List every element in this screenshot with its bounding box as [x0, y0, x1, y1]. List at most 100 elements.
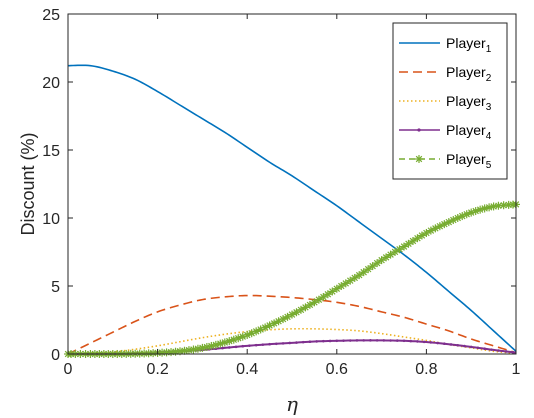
- legend-item-5: Player5: [399, 151, 492, 171]
- legend-star-marker: [415, 155, 423, 163]
- series-4-marker: [254, 343, 258, 347]
- series-5-star-marker: [305, 300, 314, 309]
- legend-label-3: Player3: [446, 93, 492, 113]
- series-4-marker: [429, 341, 433, 344]
- series-5-star-marker: [337, 282, 346, 291]
- series-4-marker: [456, 343, 460, 347]
- series-5-star-marker: [413, 234, 422, 243]
- y-tick-label: 5: [51, 279, 60, 296]
- legend-item-4: Player4: [399, 122, 492, 142]
- series-5-star-marker: [373, 259, 382, 268]
- legend-item-2: Player2: [399, 64, 492, 84]
- legend-label-4: Player4: [446, 122, 492, 142]
- series-layer: [64, 64, 520, 359]
- legend-subscript-4: 4: [486, 131, 492, 142]
- series-5-star-marker: [252, 327, 261, 336]
- y-tick-label: 0: [51, 347, 60, 364]
- legend-label-1: Player1: [446, 35, 492, 55]
- legend-subscript-2: 2: [486, 73, 492, 84]
- series-4-marker: [261, 343, 265, 346]
- series-4-marker: [463, 344, 466, 348]
- series-4-marker: [295, 341, 298, 344]
- y-tick-label: 10: [42, 211, 60, 228]
- series-4-marker: [221, 346, 224, 350]
- series-line-1: [67, 64, 517, 352]
- legend-label-2: Player2: [446, 64, 492, 84]
- x-tick-label: 0.4: [236, 361, 258, 378]
- series-5-star-marker: [355, 271, 364, 280]
- series-5-star-marker: [328, 287, 337, 296]
- legend-label-5: Player5: [446, 151, 492, 171]
- series-4-marker: [389, 339, 392, 342]
- series-4-marker: [275, 342, 278, 346]
- series-5-star-marker: [400, 242, 408, 251]
- series-5-star-marker: [301, 303, 310, 312]
- series-4-marker: [248, 344, 251, 347]
- series-5-star-marker: [323, 290, 332, 299]
- series-4-marker: [469, 345, 473, 349]
- series-5-star-marker: [368, 262, 377, 271]
- series-5-star-marker: [364, 265, 373, 274]
- legend-marker-4: [417, 128, 421, 132]
- series-4-marker: [227, 346, 231, 349]
- series-4-marker: [369, 339, 372, 342]
- series-5-star-marker: [158, 348, 167, 357]
- series-5-star-marker: [462, 210, 471, 219]
- series-4-marker: [382, 339, 386, 342]
- series-4-marker: [395, 339, 399, 342]
- series-5-star-marker: [332, 284, 341, 293]
- legend: Player1 Player2 Player3 Player4 Player5: [392, 22, 508, 180]
- series-5-star-marker: [417, 231, 426, 240]
- series-4-marker: [328, 339, 332, 343]
- series-4-marker: [315, 340, 318, 343]
- series-4-marker: [241, 344, 245, 348]
- x-tick-label: 1: [512, 361, 521, 378]
- series-4-marker: [362, 339, 365, 342]
- series-5-star-marker: [382, 253, 391, 262]
- series-5-star-marker: [216, 339, 225, 348]
- series-4-marker: [268, 342, 271, 346]
- y-tick-label: 15: [42, 143, 60, 160]
- y-axis-label: Discount (%): [18, 132, 38, 235]
- series-5-star-marker: [404, 239, 413, 248]
- series-4-marker: [490, 348, 493, 351]
- series-4-marker: [416, 340, 419, 343]
- series-5-star-marker: [314, 295, 323, 304]
- series-4-marker: [322, 339, 325, 343]
- series-4-marker: [348, 339, 352, 342]
- series-4-marker: [234, 345, 238, 349]
- x-tick-label: 0.2: [146, 361, 168, 378]
- series-4-marker: [422, 340, 426, 344]
- series-4-marker: [288, 341, 292, 345]
- series-4-marker: [511, 350, 515, 354]
- series-4-marker: [483, 347, 486, 351]
- series-4-marker: [308, 340, 312, 344]
- series-5-star-marker: [395, 245, 404, 254]
- series-4-marker: [476, 346, 480, 350]
- x-axis-label: η: [286, 392, 298, 416]
- series-4-marker: [497, 349, 500, 352]
- series-4-marker: [504, 350, 508, 353]
- legend-subscript-1: 1: [486, 44, 492, 55]
- series-4-marker: [443, 342, 446, 346]
- series-5-star-marker: [350, 273, 359, 282]
- series-5-star-marker: [377, 256, 386, 265]
- legend-item-3: Player3: [399, 93, 492, 113]
- series-5-star-marker: [319, 292, 328, 301]
- y-tick-label: 20: [42, 75, 60, 92]
- series-markers-5: [64, 200, 520, 359]
- x-tick-label: 0.8: [415, 361, 437, 378]
- series-4-marker: [355, 339, 359, 342]
- series-4-marker: [402, 339, 406, 343]
- series-4-marker: [449, 343, 453, 346]
- series-4-marker: [436, 341, 439, 345]
- series-4-marker: [375, 339, 379, 342]
- plot-frame: [67, 13, 517, 355]
- x-tick-label: 0.6: [326, 361, 348, 378]
- series-5-star-marker: [341, 279, 350, 288]
- series-4-marker: [335, 339, 339, 343]
- series-5-star-marker: [494, 201, 503, 210]
- series-5-star-marker: [386, 250, 395, 259]
